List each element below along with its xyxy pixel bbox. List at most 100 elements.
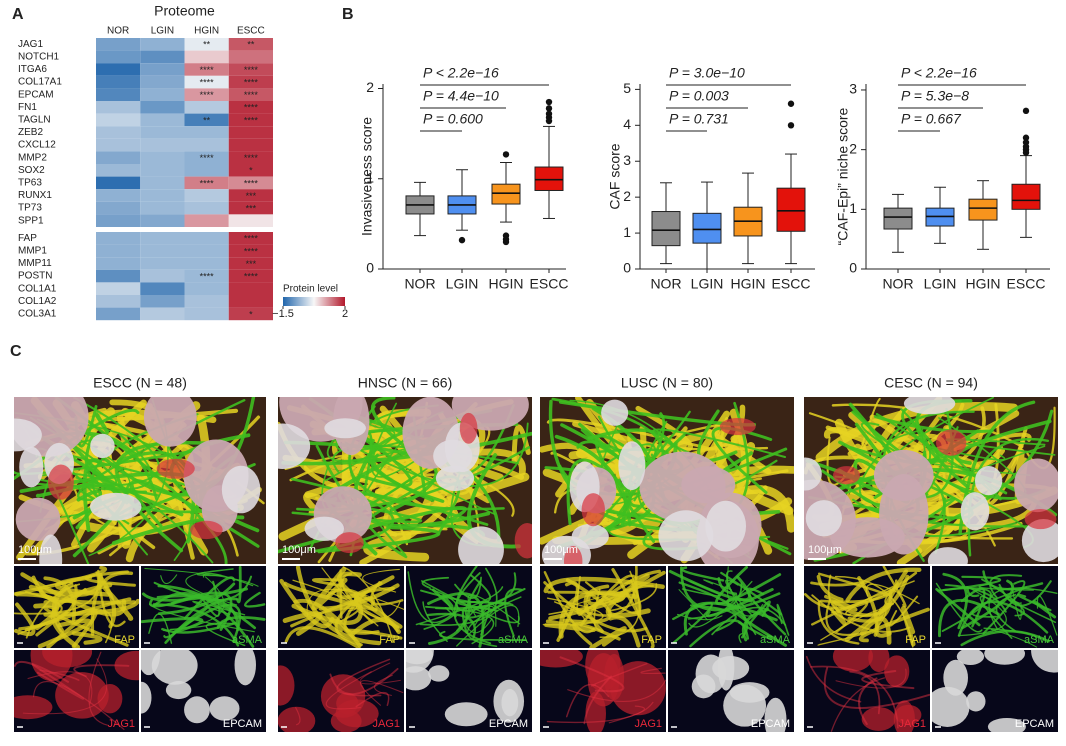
stroma-fiber bbox=[804, 571, 918, 610]
significance-label: *** bbox=[246, 259, 257, 269]
tumor-nest bbox=[903, 397, 956, 415]
tumor-nest bbox=[585, 650, 621, 692]
stroma-fiber bbox=[559, 656, 625, 693]
micrograph bbox=[141, 650, 266, 732]
heatmap-cell bbox=[184, 38, 229, 51]
tumor-nest bbox=[458, 526, 504, 564]
stroma-fiber bbox=[817, 572, 888, 597]
column-label: LGIN bbox=[151, 26, 174, 37]
p-value: P = 0.600 bbox=[423, 111, 483, 127]
micrograph bbox=[406, 566, 532, 648]
heatmap-cell bbox=[140, 232, 185, 245]
significance-label: **** bbox=[244, 153, 259, 163]
y-axis-label: CAF score bbox=[607, 143, 623, 209]
marker-label: FAP bbox=[905, 634, 926, 646]
significance-label: **** bbox=[244, 65, 259, 75]
tumor-nest bbox=[14, 695, 53, 720]
marker-label: JAG1 bbox=[634, 718, 662, 730]
heatmap-cell bbox=[96, 88, 141, 101]
heatmap-cell bbox=[96, 232, 141, 245]
marker-label: aSMA bbox=[498, 634, 529, 646]
stroma-fiber bbox=[989, 574, 1023, 599]
tumor-nest bbox=[90, 492, 142, 521]
tumor-nest bbox=[927, 547, 968, 564]
outlier bbox=[502, 151, 510, 158]
heatmap-cell bbox=[140, 164, 185, 177]
heatmap-cell bbox=[96, 113, 141, 127]
stroma-fiber bbox=[584, 579, 642, 615]
stroma-fiber bbox=[14, 660, 70, 683]
tumor-nest bbox=[932, 686, 970, 727]
stroma-fiber bbox=[216, 616, 266, 629]
row-label: COL1A2 bbox=[18, 296, 57, 307]
heatmap-cell bbox=[184, 63, 229, 76]
y-tick-label: 1 bbox=[366, 169, 374, 185]
stroma-fiber bbox=[983, 627, 1037, 640]
p-value: P = 0.003 bbox=[669, 88, 729, 104]
row-label: JAG1 bbox=[18, 39, 43, 50]
tumor-nest bbox=[1031, 650, 1058, 673]
stroma-fiber bbox=[554, 434, 632, 527]
heatmap-cell bbox=[140, 138, 185, 152]
tumor-nest bbox=[15, 497, 61, 541]
box bbox=[491, 183, 521, 205]
outlier bbox=[545, 98, 553, 106]
stroma-fiber bbox=[14, 602, 36, 637]
tumor-nest bbox=[324, 418, 366, 439]
significance-label: **** bbox=[244, 234, 259, 244]
stroma-fiber bbox=[196, 568, 234, 577]
box bbox=[692, 212, 722, 244]
significance-label: **** bbox=[244, 103, 259, 113]
heatmap-cell bbox=[140, 189, 185, 202]
stroma-fiber bbox=[37, 618, 92, 648]
tumor-nest bbox=[681, 466, 736, 504]
heatmap-cell bbox=[96, 257, 141, 270]
heatmap-cell bbox=[228, 176, 273, 190]
stroma-fiber bbox=[703, 579, 733, 591]
stroma-fiber bbox=[88, 651, 108, 726]
micrograph bbox=[14, 566, 139, 648]
tumor-nest bbox=[658, 510, 714, 562]
tumor-nest bbox=[879, 473, 929, 555]
stroma-fiber bbox=[183, 576, 236, 620]
heatmap-cell bbox=[184, 269, 229, 283]
significance-label: **** bbox=[244, 115, 259, 125]
stroma-fiber bbox=[565, 683, 610, 718]
heatmap-cell bbox=[140, 201, 185, 215]
stroma-fiber bbox=[548, 591, 629, 621]
tumor-nest bbox=[97, 683, 123, 714]
x-tick-label: ESCC bbox=[772, 276, 811, 292]
tumor-nest bbox=[335, 532, 364, 554]
heatmap-cell bbox=[96, 307, 141, 321]
tumor-nest bbox=[893, 700, 915, 732]
stroma-fiber bbox=[810, 580, 865, 587]
scale-bar-label: 100μm bbox=[544, 544, 578, 556]
x-tick-label: NOR bbox=[882, 276, 913, 292]
stroma-fiber bbox=[816, 574, 844, 602]
stroma-fiber bbox=[279, 578, 335, 629]
significance-label: ** bbox=[247, 40, 255, 50]
micrograph bbox=[540, 566, 666, 648]
tumor-nest bbox=[190, 520, 223, 540]
box bbox=[651, 211, 681, 247]
x-tick-label: ESCC bbox=[530, 276, 569, 292]
stroma-fiber bbox=[608, 583, 658, 612]
box bbox=[883, 207, 913, 230]
stroma-fiber bbox=[71, 631, 103, 645]
heatmap-title: Proteome bbox=[154, 3, 215, 19]
stroma-fiber bbox=[589, 626, 627, 648]
row-label: EPCAM bbox=[18, 89, 54, 100]
stroma-fiber bbox=[858, 677, 878, 726]
micrograph bbox=[14, 650, 139, 732]
heatmap-cell bbox=[96, 164, 141, 177]
heatmap-cell bbox=[184, 214, 229, 227]
tumor-nest bbox=[804, 457, 822, 491]
heatmap-cell bbox=[228, 257, 273, 270]
stroma-fiber bbox=[805, 655, 862, 703]
micrograph bbox=[804, 397, 1058, 564]
box bbox=[534, 166, 564, 191]
image-title: CESC (N = 94) bbox=[884, 375, 978, 391]
marker-label: JAG1 bbox=[107, 718, 135, 730]
tumor-nest bbox=[764, 697, 787, 732]
panel-label: B bbox=[342, 6, 354, 23]
